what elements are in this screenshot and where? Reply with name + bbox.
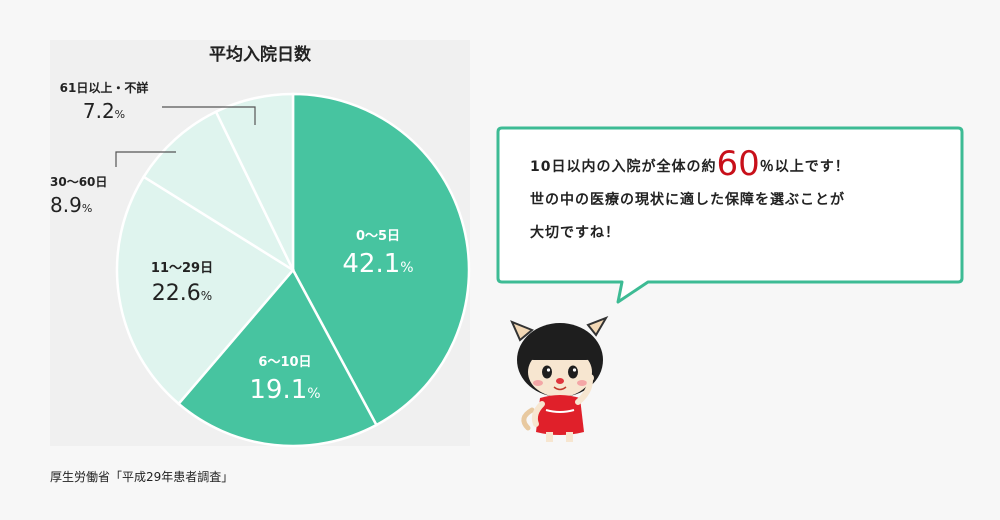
pie-label-category-2: 11〜29日: [151, 261, 213, 276]
pie-slices: [115, 92, 471, 448]
pie-label-value-4: 7.2%: [83, 99, 125, 123]
pie-leader-line-3: [115, 151, 176, 167]
pie-label-category-3: 30〜60日: [50, 175, 107, 189]
pie-label-category-0: 0〜5日: [356, 229, 400, 244]
pie-slice-3: [141, 110, 297, 274]
pie-leader-line-4: [162, 106, 256, 125]
speech-bubble-text: 10日以内の入院が全体の約60％以上です！ 世の中の医療の現状に適した保障を選ぶ…: [530, 144, 950, 250]
chart-title: 平均入院日数: [209, 45, 311, 65]
pie-labels: 0〜5日 42.1% 6〜10日 19.1% 11〜29日 22.6% 30〜60日 8.9%…: [50, 80, 414, 405]
pie-slice-2: [115, 175, 295, 406]
pie-slice-4: [214, 92, 295, 271]
speech-bubble: [496, 126, 964, 304]
pie-slice-1: [176, 267, 379, 448]
pie-label-value-3: 8.9%: [50, 193, 92, 217]
pie-label-category-1: 6〜10日: [258, 355, 311, 370]
bubble-line-3: 大切ですね！: [530, 225, 620, 241]
pie-label-value-0: 42.1%: [342, 249, 413, 279]
bubble-line-1: 10日以内の入院が全体の約60％以上です！: [530, 144, 850, 184]
source-citation: 厚生労働省「平成29年患者調査」: [50, 470, 234, 484]
bubble-line-2: 世の中の医療の現状に適した保障を選ぶことが: [530, 192, 845, 208]
pie-label-category-4: 61日以上・不詳: [60, 80, 149, 95]
pie-label-value-1: 19.1%: [249, 375, 320, 405]
highlight-number: 60: [716, 144, 760, 184]
pie-slice-0: [291, 92, 471, 427]
mascot-character-icon: [510, 316, 609, 442]
pie-label-value-2: 22.6%: [152, 281, 212, 306]
